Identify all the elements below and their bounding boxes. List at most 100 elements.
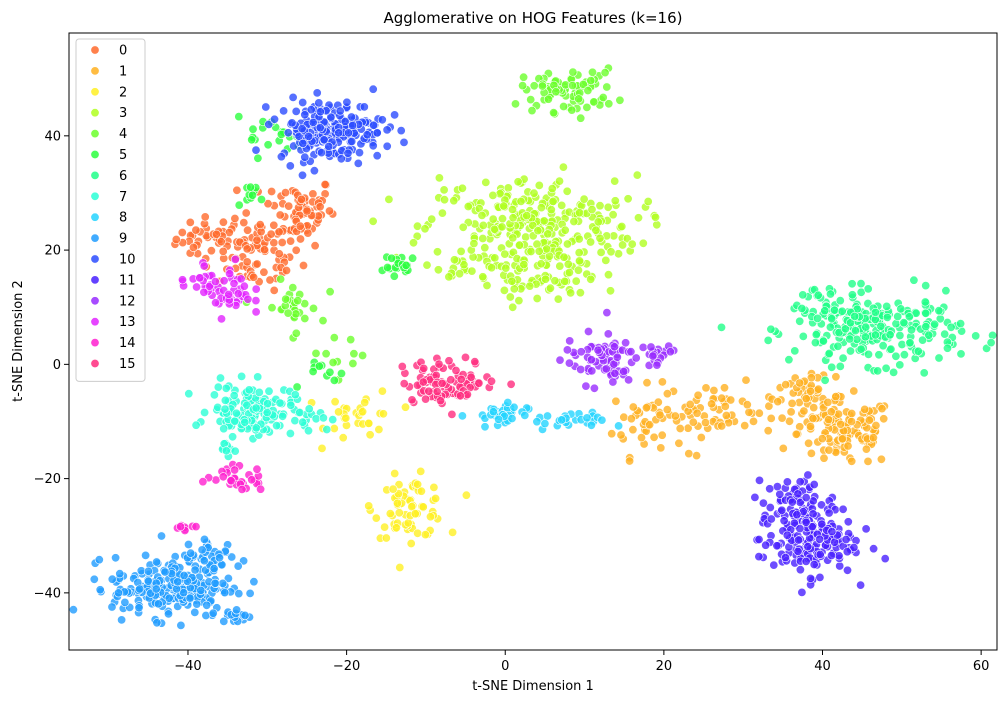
data-point — [782, 530, 792, 540]
data-point — [801, 556, 811, 566]
data-point — [650, 212, 660, 222]
legend-label: 11 — [119, 273, 136, 288]
data-point — [486, 376, 496, 386]
data-point — [781, 380, 791, 390]
data-point — [259, 245, 269, 255]
data-point — [232, 605, 242, 615]
data-point — [449, 196, 459, 206]
series-11-points — [750, 470, 890, 597]
data-point — [68, 605, 78, 615]
data-point — [434, 359, 444, 369]
data-point — [223, 573, 233, 583]
series-2-points — [307, 386, 471, 572]
data-point — [117, 615, 127, 625]
data-point — [586, 237, 596, 247]
legend-marker — [90, 150, 100, 160]
data-point — [643, 197, 653, 207]
data-point — [265, 275, 275, 285]
data-point — [817, 434, 827, 444]
data-point — [451, 365, 461, 375]
data-point — [986, 338, 996, 348]
data-point — [615, 95, 625, 105]
data-point — [242, 244, 252, 254]
legend-marker — [90, 317, 100, 327]
data-point — [384, 194, 394, 204]
data-point — [795, 316, 805, 326]
y-tick-label: 20 — [44, 244, 61, 259]
data-point — [244, 385, 254, 395]
data-point — [845, 334, 855, 344]
data-point — [314, 98, 324, 108]
data-point — [808, 413, 818, 423]
y-tick-label: 0 — [53, 358, 61, 373]
data-point — [586, 274, 596, 284]
data-point — [397, 361, 407, 371]
legend-label: 14 — [119, 336, 136, 351]
data-point — [322, 424, 332, 434]
data-point — [520, 410, 530, 420]
data-point — [298, 417, 308, 427]
data-point — [298, 98, 308, 108]
data-point — [185, 593, 195, 603]
data-point — [595, 233, 605, 243]
x-tick-label: 40 — [814, 659, 831, 674]
data-point — [253, 372, 263, 382]
data-point — [574, 234, 584, 244]
data-point — [202, 600, 212, 610]
data-point — [275, 398, 285, 408]
data-point — [291, 309, 301, 319]
data-point — [176, 620, 186, 630]
data-point — [803, 542, 813, 552]
data-point — [763, 335, 773, 345]
data-point — [359, 102, 369, 112]
data-point — [847, 290, 857, 300]
data-point — [348, 358, 358, 368]
data-point — [269, 220, 279, 230]
data-point — [586, 76, 596, 86]
data-point — [447, 409, 457, 419]
data-point — [247, 135, 257, 145]
data-point — [308, 117, 318, 127]
data-point — [835, 561, 845, 571]
data-point — [905, 338, 915, 348]
data-point — [455, 391, 465, 401]
data-point — [619, 412, 629, 422]
data-point — [555, 355, 565, 365]
data-point — [256, 484, 266, 494]
data-point — [274, 249, 284, 259]
x-tick-label: 60 — [973, 659, 990, 674]
legend-label: 4 — [119, 127, 127, 142]
data-point — [456, 246, 466, 256]
data-point — [869, 544, 879, 554]
data-point — [360, 397, 370, 407]
data-point — [251, 296, 261, 306]
data-point — [603, 329, 613, 339]
series-8-points — [457, 397, 624, 434]
data-point — [871, 420, 881, 430]
data-point — [164, 593, 174, 603]
data-point — [240, 610, 250, 620]
data-point — [641, 403, 651, 413]
data-point — [325, 287, 335, 297]
data-point — [380, 522, 390, 532]
data-point — [693, 390, 703, 400]
data-point — [200, 407, 210, 417]
data-point — [740, 421, 750, 431]
data-point — [478, 220, 488, 230]
data-point — [824, 415, 834, 425]
data-point — [805, 386, 815, 396]
data-point — [219, 276, 229, 286]
data-point — [885, 330, 895, 340]
data-point — [318, 413, 328, 423]
data-point — [425, 512, 435, 522]
data-point — [210, 277, 220, 287]
data-point — [613, 249, 623, 259]
data-point — [460, 352, 470, 362]
data-point — [246, 182, 256, 192]
data-point — [581, 381, 591, 391]
data-point — [804, 438, 814, 448]
data-point — [189, 242, 199, 252]
data-point — [286, 236, 296, 246]
data-point — [349, 349, 359, 359]
data-point — [317, 443, 327, 453]
